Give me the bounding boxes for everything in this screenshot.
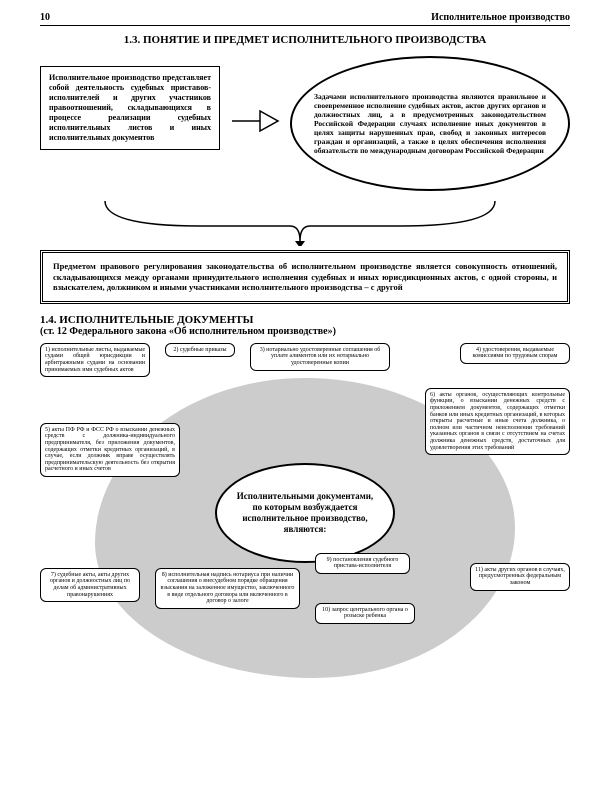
arrow-icon: [230, 106, 280, 136]
doc-box-3: 3) нотариально удостоверенные соглашения…: [250, 343, 390, 371]
running-title: Исполнительное производство: [431, 12, 570, 23]
doc-box-1: 1) исполнительные листы, выдаваемые суда…: [40, 343, 150, 377]
doc-box-8: 8) исполнительная надпись нотариуса при …: [155, 568, 300, 609]
section-1-4-subtitle: (ст. 12 Федерального закона «Об исполнит…: [40, 326, 570, 337]
subject-box: Предметом правового регулирования законо…: [40, 250, 570, 304]
doc-box-6: 6) акты органов, осуществляющих контроль…: [425, 388, 570, 455]
brace-icon: [100, 196, 500, 246]
tasks-text: Задачами исполнительного производства яв…: [314, 92, 546, 155]
center-text: Исполнительными документами, по которым …: [235, 491, 375, 534]
doc-box-10: 10) запрос центрального органа о розыске…: [315, 603, 415, 624]
tasks-oval: Задачами исполнительного производства яв…: [290, 56, 570, 191]
diagram-1-3: Исполнительное производство представляет…: [40, 56, 570, 246]
section-1-4-title: 1.4. ИСПОЛНИТЕЛЬНЫЕ ДОКУМЕНТЫ: [40, 314, 570, 326]
page-number: 10: [40, 12, 50, 23]
doc-box-7: 7) судебные акты, акты других органов и …: [40, 568, 140, 602]
diagram-1-4: Исполнительными документами, по которым …: [40, 343, 570, 713]
page-header: 10 Исполнительное производство: [40, 12, 570, 26]
doc-box-11: 11) акты других органов в случаях, преду…: [470, 563, 570, 591]
center-oval: Исполнительными документами, по которым …: [215, 463, 395, 563]
section-1-3-title: 1.3. ПОНЯТИЕ И ПРЕДМЕТ ИСПОЛНИТЕЛЬНОГО П…: [40, 34, 570, 46]
doc-box-4: 4) удостоверения, выдаваемые комиссиями …: [460, 343, 570, 364]
doc-box-5: 5) акты ПФ РФ и ФСС РФ о взыскании денеж…: [40, 423, 180, 477]
doc-box-2: 2) судебные приказы: [165, 343, 235, 358]
doc-box-9: 9) постановления судебного пристава-испо…: [315, 553, 410, 574]
definition-box: Исполнительное производство представляет…: [40, 66, 220, 150]
